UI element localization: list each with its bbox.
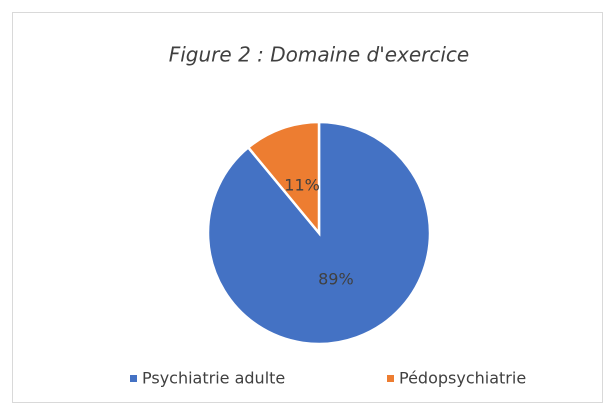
legend-label: Psychiatrie adulte: [142, 369, 285, 388]
data-label: 89%: [318, 269, 354, 288]
data-label: 11%: [284, 176, 320, 195]
legend-swatch: [130, 375, 137, 382]
legend-label: Pédopsychiatrie: [399, 369, 526, 388]
legend-swatch: [387, 375, 394, 382]
chart-title: Figure 2 : Domaine d'exercice: [169, 43, 469, 67]
pie-slice: [246, 120, 321, 237]
